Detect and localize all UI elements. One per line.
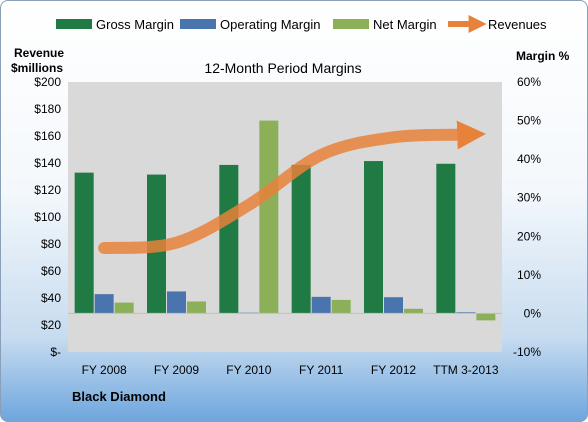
left-tick-label: $140	[34, 156, 61, 170]
right-tick-label: 30%	[517, 191, 541, 205]
legend-swatch-net-margin	[333, 19, 369, 29]
category-label-fy-2010: FY 2010	[226, 363, 271, 377]
category-label-ttm-3-2013: TTM 3-2013	[433, 363, 499, 377]
revenue-line	[98, 120, 486, 255]
legend-swatch-operating-margin	[180, 19, 216, 29]
legend: Gross Margin Operating Margin Net Margin…	[56, 15, 547, 33]
bar-net-margin-fy-2009	[187, 301, 206, 314]
right-tick-label: 50%	[517, 114, 541, 128]
revenue-line-group	[98, 120, 486, 255]
bar-net-margin-fy-2008	[114, 302, 134, 314]
right-tick-label: -10%	[513, 345, 541, 359]
category-labels: FY 2008 FY 2009 FY 2010 FY 2011 FY 2012 TTM 3…	[82, 363, 499, 377]
bar-gross-margin-fy-2012	[364, 161, 383, 314]
left-tick-label: $20	[41, 318, 61, 332]
left-tick-label: $200	[34, 75, 61, 89]
right-tick-label: 10%	[517, 268, 541, 282]
category-label-fy-2008: FY 2008	[82, 363, 127, 377]
legend-label-gross-margin: Gross Margin	[96, 17, 174, 32]
right-tick-label: 0%	[524, 306, 542, 320]
bar-operating-margin-ttm-3-2013	[456, 312, 476, 314]
left-tick-label: $100	[34, 210, 61, 224]
left-axis-label-line2: $millions	[11, 61, 63, 75]
left-tick-label: $40	[41, 291, 61, 305]
legend-label-revenues: Revenues	[488, 17, 547, 32]
left-tick-label: $-	[50, 345, 61, 359]
category-label-fy-2009: FY 2009	[154, 363, 199, 377]
bar-net-margin-ttm-3-2013	[476, 313, 496, 321]
left-tick-label: $80	[41, 237, 61, 251]
bar-gross-margin-fy-2008	[74, 172, 94, 314]
bar-operating-margin-fy-2009	[167, 291, 186, 314]
bar-net-margin-fy-2010	[259, 120, 279, 314]
right-axis-label: Margin %	[516, 49, 570, 63]
left-tick-label: $180	[34, 102, 61, 116]
category-label-fy-2012: FY 2012	[371, 363, 416, 377]
bar-gross-margin-fy-2011	[291, 164, 311, 314]
bar-gross-margin-ttm-3-2013	[436, 163, 456, 314]
left-tick-label: $60	[41, 264, 61, 278]
right-tick-label: 40%	[517, 152, 541, 166]
left-axis-ticks: $- $20 $40 $60 $80 $100 $120 $140 $160 $180 $200	[34, 75, 61, 359]
legend-swatch-gross-margin	[56, 19, 92, 29]
right-tick-label: 20%	[517, 229, 541, 243]
bar-net-margin-fy-2011	[331, 299, 351, 314]
left-axis-label-line1: Revenue	[14, 46, 64, 60]
company-label: Black Diamond	[72, 389, 166, 404]
bar-operating-margin-fy-2012	[384, 297, 403, 314]
bar-net-margin-fy-2012	[404, 308, 423, 314]
bar-gross-margin-fy-2010	[219, 164, 239, 314]
right-axis-ticks: -10% 0% 10% 20% 30% 40% 50% 60%	[513, 75, 541, 359]
legend-label-net-margin: Net Margin	[373, 17, 437, 32]
left-tick-label: $120	[34, 183, 61, 197]
left-tick-label: $160	[34, 129, 61, 143]
chart-title: 12-Month Period Margins	[204, 60, 361, 76]
right-tick-label: 60%	[517, 75, 541, 89]
plot-area	[68, 82, 502, 352]
bar-operating-margin-fy-2008	[94, 294, 114, 314]
category-label-fy-2011: FY 2011	[299, 363, 344, 377]
bar-operating-margin-fy-2011	[311, 296, 331, 314]
legend-label-operating-margin: Operating Margin	[220, 17, 320, 32]
